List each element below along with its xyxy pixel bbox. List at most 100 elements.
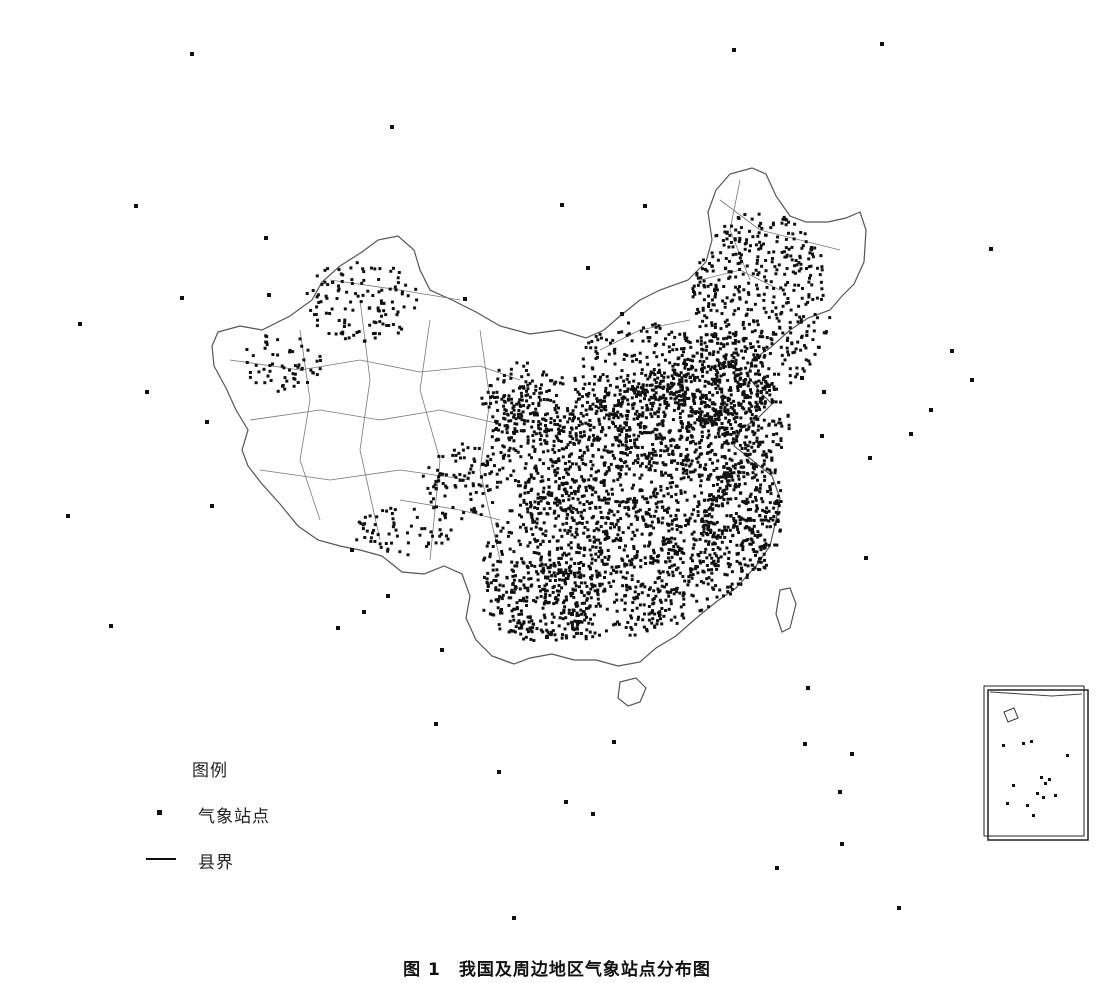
station-point bbox=[545, 390, 549, 393]
station-point bbox=[491, 563, 495, 567]
station-point bbox=[666, 510, 669, 514]
station-point bbox=[626, 554, 629, 558]
station-point bbox=[549, 398, 553, 402]
station-point bbox=[797, 283, 801, 287]
station-point bbox=[716, 371, 720, 375]
station-point bbox=[644, 425, 648, 429]
station-point bbox=[618, 457, 622, 461]
station-point bbox=[621, 531, 625, 534]
station-point bbox=[371, 332, 375, 336]
station-point bbox=[668, 350, 671, 354]
station-point bbox=[710, 578, 714, 582]
station-point bbox=[734, 347, 738, 351]
station-point bbox=[759, 518, 763, 522]
station-point bbox=[799, 231, 803, 234]
station-point bbox=[538, 431, 542, 435]
station-point bbox=[336, 626, 340, 630]
station-point bbox=[622, 548, 626, 552]
station-point bbox=[190, 52, 194, 56]
station-point bbox=[741, 548, 745, 552]
station-point bbox=[648, 336, 652, 339]
station-point bbox=[639, 421, 643, 425]
station-point bbox=[623, 608, 627, 612]
station-point bbox=[710, 415, 714, 419]
station-point bbox=[727, 335, 731, 339]
station-point bbox=[704, 268, 707, 271]
station-point bbox=[606, 393, 610, 397]
station-point bbox=[363, 522, 367, 526]
station-point bbox=[800, 296, 804, 300]
station-point bbox=[385, 324, 389, 327]
station-point bbox=[554, 501, 558, 505]
station-point bbox=[621, 500, 625, 504]
station-point bbox=[583, 618, 587, 622]
station-point bbox=[482, 575, 486, 579]
station-point bbox=[622, 379, 626, 383]
station-point bbox=[695, 418, 699, 422]
station-point bbox=[676, 552, 679, 556]
station-point bbox=[589, 617, 592, 621]
station-point bbox=[735, 552, 739, 556]
station-point bbox=[398, 550, 402, 554]
station-point bbox=[754, 243, 758, 247]
station-point bbox=[524, 484, 528, 488]
station-point bbox=[432, 485, 436, 489]
station-point bbox=[488, 552, 492, 556]
station-point bbox=[785, 301, 789, 305]
station-point bbox=[558, 381, 562, 385]
station-point bbox=[661, 516, 665, 520]
station-point bbox=[755, 353, 759, 357]
station-point bbox=[543, 588, 547, 591]
station-point bbox=[750, 364, 754, 368]
station-point bbox=[709, 368, 713, 372]
station-point bbox=[145, 390, 149, 394]
station-point bbox=[627, 321, 630, 325]
station-point bbox=[783, 292, 787, 296]
station-point bbox=[528, 561, 532, 564]
station-point bbox=[614, 537, 618, 541]
station-point bbox=[670, 495, 673, 499]
station-point bbox=[760, 470, 764, 474]
station-point bbox=[373, 331, 377, 335]
station-point bbox=[649, 514, 653, 518]
station-point bbox=[793, 264, 796, 268]
station-point bbox=[576, 497, 580, 501]
station-point bbox=[713, 377, 717, 381]
station-point bbox=[723, 320, 727, 324]
station-point bbox=[384, 542, 388, 545]
station-point bbox=[482, 402, 485, 406]
station-point bbox=[752, 319, 755, 323]
station-point bbox=[632, 545, 636, 548]
station-point bbox=[604, 405, 608, 408]
station-point bbox=[697, 554, 701, 558]
station-point bbox=[660, 470, 663, 474]
station-point bbox=[761, 396, 765, 400]
station-point bbox=[624, 594, 628, 597]
station-point bbox=[769, 492, 773, 496]
station-point bbox=[361, 293, 365, 297]
station-point bbox=[508, 446, 512, 450]
station-point bbox=[530, 516, 534, 519]
station-point bbox=[591, 454, 595, 458]
station-point bbox=[539, 511, 543, 515]
station-point bbox=[769, 280, 773, 284]
station-point bbox=[547, 466, 551, 470]
station-point bbox=[600, 551, 604, 554]
station-point bbox=[682, 397, 686, 401]
station-point bbox=[266, 374, 270, 378]
station-point bbox=[702, 498, 706, 502]
station-point bbox=[533, 500, 537, 504]
station-point bbox=[745, 576, 749, 579]
station-point bbox=[525, 564, 529, 568]
station-point bbox=[558, 477, 562, 480]
station-point bbox=[619, 465, 623, 469]
station-point bbox=[820, 268, 824, 272]
station-point bbox=[749, 388, 752, 392]
station-point bbox=[648, 542, 652, 546]
station-point bbox=[664, 406, 668, 410]
station-point bbox=[711, 461, 714, 465]
station-point bbox=[512, 590, 516, 594]
station-point bbox=[541, 606, 545, 610]
station-point bbox=[708, 497, 712, 501]
station-point bbox=[562, 551, 566, 555]
